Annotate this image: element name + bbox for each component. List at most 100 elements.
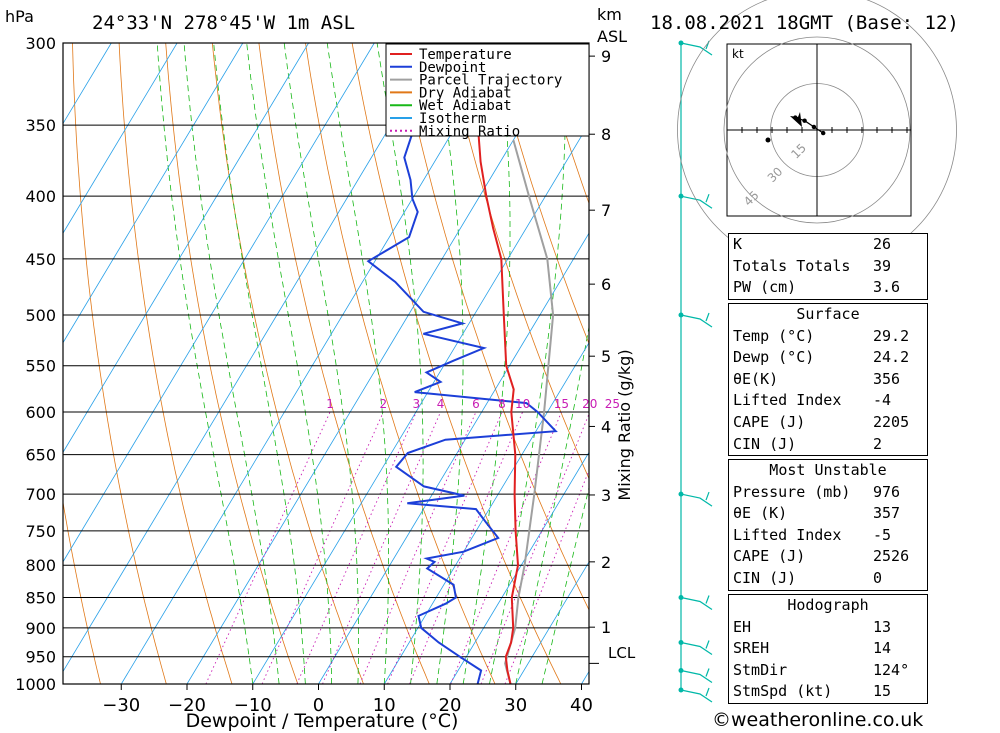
axis-labels: 3003504004505005506006507007508008509009… <box>15 34 620 716</box>
surface-table: Surface Temp (°C) 29.2 Dewp (°C) 24.2 θE(K… <box>728 303 928 457</box>
height-tick-label: 7 <box>601 201 611 220</box>
isotherm-line <box>63 43 375 563</box>
surface-row: CAPE (J) 2205 <box>733 412 910 431</box>
pressure-tick-label: 600 <box>25 403 56 422</box>
height-tick-label: 6 <box>601 275 611 294</box>
isotherm-line <box>186 43 572 684</box>
copyright-footer[interactable]: ©weatheronline.co.uk <box>712 709 924 731</box>
mixing-ratio-line <box>296 411 417 684</box>
x-tick-label: 40 <box>570 695 593 716</box>
isotherm-line <box>449 451 589 684</box>
pressure-tick-label: 850 <box>25 588 56 607</box>
mixing-ratio-axis-label: Mixing Ratio (g/kg) <box>615 349 634 500</box>
location-title: 24°33'N 278°45'W 1m ASL <box>92 12 355 34</box>
x-tick-label: −10 <box>234 695 272 716</box>
wind-barb <box>680 42 713 56</box>
mixing-ratio-label: 1 <box>326 397 334 411</box>
height-tick-label: 1 <box>601 618 611 637</box>
mixing-ratio-label: 4 <box>437 397 445 411</box>
height-tick-label: 3 <box>601 486 611 505</box>
mixing-ratio-label: 8 <box>498 397 506 411</box>
wind-profile <box>678 40 713 703</box>
x-tick-label: 30 <box>504 695 527 716</box>
surface-row: Temp (°C) 29.2 <box>733 326 910 345</box>
height-unit: km <box>597 5 622 24</box>
mixing-ratio-label: 15 <box>554 397 569 411</box>
mixing-ratio-line <box>322 411 441 684</box>
height-ref: ASL <box>597 27 627 46</box>
legend-label: Mixing Ratio <box>419 124 520 140</box>
legend-box <box>385 43 590 137</box>
wind-barb <box>680 596 713 610</box>
legend-label: Parcel Trajectory <box>419 73 562 89</box>
hodo-row: EH 13 <box>733 617 892 636</box>
legend-label: Temperature <box>419 47 512 63</box>
pressure-tick-label: 650 <box>25 446 56 465</box>
index-row-totals: Totals Totals 39 <box>733 256 892 275</box>
mixing-ratio-line <box>387 411 503 684</box>
wind-barb-flag <box>705 193 710 203</box>
pressure-tick-label: 1000 <box>15 675 56 694</box>
height-tick-label: 5 <box>601 347 611 366</box>
hodograph-point <box>765 137 771 143</box>
plot-frame <box>62 42 590 685</box>
hodograph-point <box>802 118 807 123</box>
pressure-tick-label: 400 <box>25 187 56 206</box>
wet-adiabat-line <box>246 43 332 684</box>
datetime-title: 18.08.2021 18GMT (Base: 12) <box>650 12 959 34</box>
sounding-traces <box>366 43 558 684</box>
x-tick-label: 10 <box>373 695 396 716</box>
pressure-tick-label: 900 <box>25 619 56 638</box>
most-unstable-title: Most Unstable <box>769 461 887 479</box>
wind-barb-point <box>678 312 684 318</box>
hodo-row: SREH 14 <box>733 639 892 658</box>
storm-motion-arrow <box>790 112 802 127</box>
index-row-pw: PW (cm) 3.6 <box>733 278 901 297</box>
mu-row: θE (K) 357 <box>733 504 901 523</box>
wind-barb-flag <box>705 687 710 697</box>
height-tick-label: 9 <box>601 47 611 66</box>
wind-barb-flag <box>705 312 710 322</box>
dry-adiabat-line <box>491 43 589 345</box>
pressure-tick-label: 800 <box>25 556 56 575</box>
pressure-tick-label: 950 <box>25 648 56 667</box>
most-unstable-table: Most Unstable Pressure (mb) 976 θE (K) 357… <box>728 459 928 591</box>
hodograph-title: Hodograph <box>787 596 869 614</box>
wind-barb-flag <box>705 668 710 677</box>
wind-barb <box>680 689 713 703</box>
wind-barb-flag <box>705 595 710 604</box>
legend-label: Dewpoint <box>419 60 486 76</box>
surface-row: Dewp (°C) 24.2 <box>733 348 910 367</box>
mixing-ratio-line <box>504 469 589 684</box>
dewpoint-trace <box>366 43 558 684</box>
isotherm-line <box>120 43 507 684</box>
hodo-row: StmDir 124° <box>733 660 910 679</box>
surface-row: θE(K) 356 <box>733 369 901 388</box>
x-axis-label: Dewpoint / Temperature (°C) <box>186 710 459 732</box>
isotherm-line <box>318 232 589 684</box>
dry-adiabat-line <box>63 499 101 684</box>
isotherm-line <box>63 43 309 454</box>
wind-barb-flag <box>705 491 710 501</box>
isotherm-line <box>63 43 441 673</box>
wind-barb <box>680 195 713 209</box>
x-tick-label: 20 <box>439 695 462 716</box>
mixing-ratio-label: 6 <box>472 397 480 411</box>
pressure-tick-label: 700 <box>25 485 56 504</box>
wind-barb <box>680 669 713 683</box>
mixing-ratio-label: 3 <box>412 397 420 411</box>
wind-barb-point <box>678 639 684 645</box>
hodo-row: StmSpd (kt) 15 <box>733 682 892 701</box>
pressure-tick-label: 450 <box>25 250 56 269</box>
hodograph-point <box>811 124 817 130</box>
pressure-tick-label: 750 <box>25 522 56 541</box>
pressure-tick-label: 500 <box>25 306 56 325</box>
surface-row: Lifted Index -4 <box>733 391 892 410</box>
wet-adiabat-line <box>376 43 424 684</box>
temperature-trace <box>452 43 520 684</box>
pressure-tick-label: 350 <box>25 116 56 135</box>
mixing-ratio-line <box>359 411 477 684</box>
general-indices-table: K 26 Totals Totals 39 PW (cm) 3.6 <box>728 233 928 300</box>
lcl-label: LCL <box>608 644 636 662</box>
wet-adiabat-line <box>541 485 589 684</box>
